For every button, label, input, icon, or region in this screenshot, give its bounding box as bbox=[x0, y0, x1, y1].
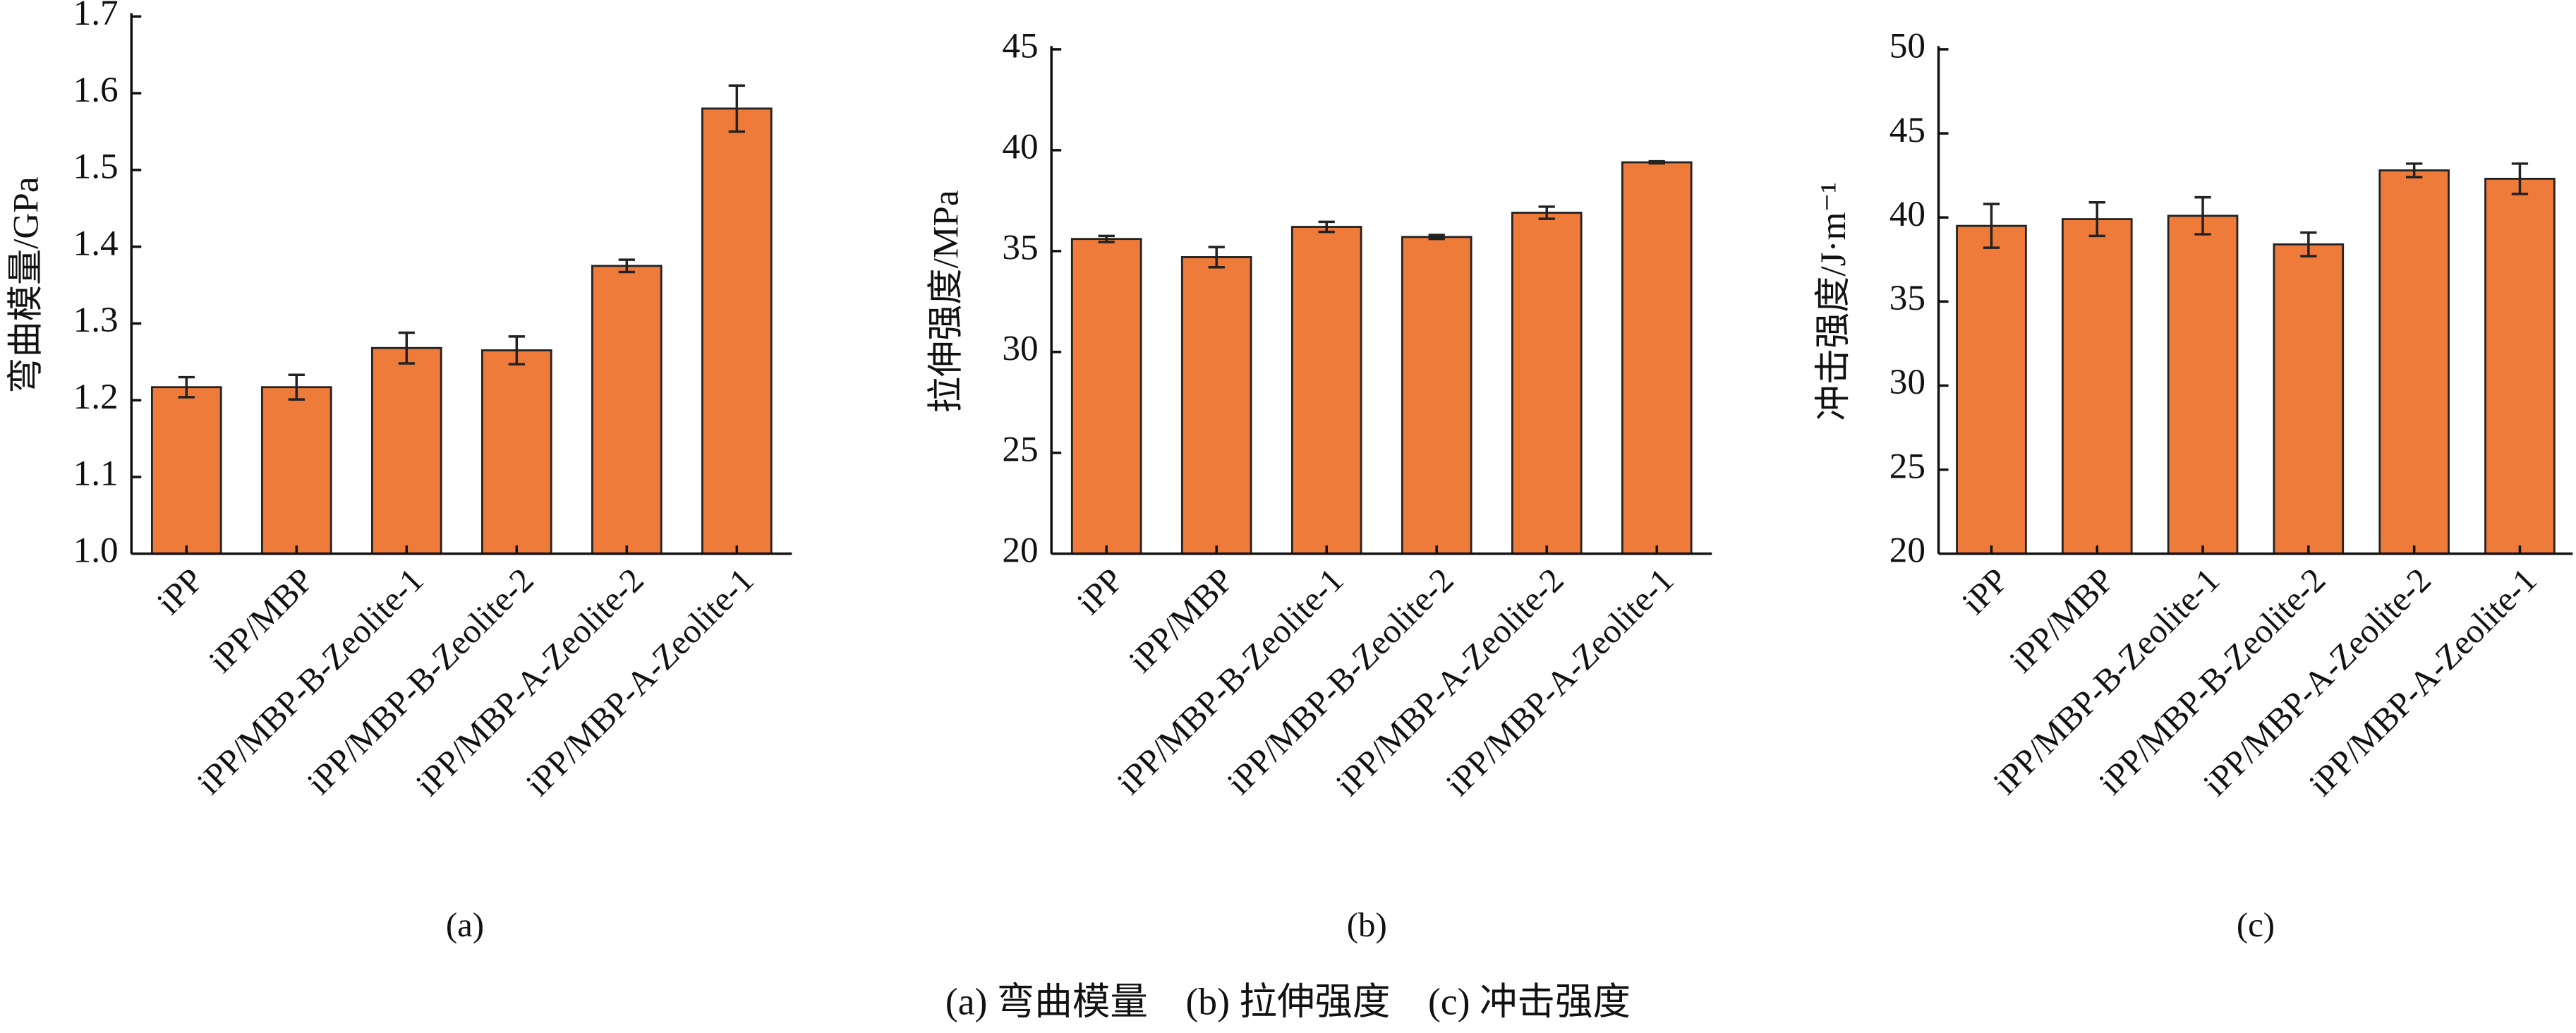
bar bbox=[260, 386, 332, 555]
bar bbox=[2167, 215, 2239, 555]
error-bar bbox=[1208, 246, 1225, 269]
bar bbox=[2484, 177, 2556, 555]
error-bar bbox=[508, 335, 525, 366]
bar bbox=[2061, 218, 2133, 555]
bar bbox=[2273, 243, 2345, 555]
y-tick-label: 45 bbox=[1002, 26, 1038, 66]
y-axis-label: 冲击强度/J·m⁻¹ bbox=[1813, 182, 1854, 421]
subplot-label: (a) bbox=[446, 905, 484, 944]
error-bar bbox=[288, 373, 305, 401]
bar bbox=[1621, 161, 1693, 555]
error-bar bbox=[2194, 195, 2211, 236]
bar bbox=[1180, 256, 1252, 555]
x-tick-label: iPP bbox=[150, 560, 211, 622]
subplot-label: (b) bbox=[1347, 905, 1387, 944]
y-tick-label: 50 bbox=[1889, 26, 1925, 66]
subplot: 20253035404550冲击强度/J·m⁻¹iPPiPP/MBPiPP/MB… bbox=[1813, 26, 2573, 944]
y-tick-label: 35 bbox=[1889, 278, 1925, 318]
y-tick-label: 40 bbox=[1002, 127, 1038, 167]
y-tick-label: 1.4 bbox=[73, 223, 119, 263]
y-tick-label: 1.0 bbox=[73, 530, 119, 570]
y-tick-label: 25 bbox=[1002, 430, 1038, 470]
error-bar bbox=[1538, 205, 1555, 220]
bar bbox=[370, 346, 442, 555]
subplot: 202530354045拉伸强度/MPaiPPiPP/MBPiPP/MBP-B-… bbox=[926, 26, 1712, 944]
error-bar bbox=[398, 331, 415, 365]
y-tick-label: 1.1 bbox=[73, 454, 119, 494]
subplot-label: (c) bbox=[2237, 905, 2275, 944]
y-tick-label: 35 bbox=[1002, 228, 1038, 268]
bar bbox=[1956, 224, 2027, 555]
error-bar bbox=[1098, 234, 1115, 243]
error-bar bbox=[1318, 220, 1335, 234]
y-tick-label: 20 bbox=[1889, 530, 1925, 570]
x-tick-label: iPP bbox=[1954, 560, 2016, 622]
error-bar bbox=[618, 258, 635, 274]
bar bbox=[1290, 226, 1362, 555]
error-bar bbox=[2088, 200, 2105, 238]
y-tick-label: 1.5 bbox=[73, 147, 119, 187]
y-axis-label: 弯曲模量/GPa bbox=[6, 176, 47, 394]
error-bar bbox=[178, 375, 195, 399]
bar bbox=[1401, 236, 1473, 555]
error-bar bbox=[728, 84, 745, 133]
y-tick-label: 1.2 bbox=[73, 377, 119, 417]
x-tick-label: iPP bbox=[1070, 560, 1131, 622]
caption: (a) 弯曲模量 (b) 拉伸强度 (c) 冲击强度 bbox=[945, 980, 1631, 1022]
error-bar bbox=[2406, 162, 2423, 179]
bar bbox=[481, 349, 552, 555]
error-bar bbox=[1983, 203, 2000, 249]
y-tick-label: 25 bbox=[1889, 446, 1925, 486]
y-tick-label: 1.6 bbox=[73, 70, 119, 110]
y-tick-label: 30 bbox=[1002, 329, 1038, 369]
y-tick-label: 1.7 bbox=[73, 0, 119, 33]
bar bbox=[701, 107, 773, 555]
error-bar bbox=[2300, 231, 2317, 258]
y-tick-label: 40 bbox=[1889, 194, 1925, 234]
bar bbox=[1511, 212, 1583, 555]
y-axis-label: 拉伸强度/MPa bbox=[926, 190, 967, 413]
bar bbox=[150, 386, 222, 555]
y-tick-label: 45 bbox=[1889, 110, 1925, 150]
y-tick-label: 20 bbox=[1002, 530, 1038, 570]
error-bar bbox=[1428, 234, 1445, 241]
y-tick-label: 1.3 bbox=[73, 300, 119, 340]
error-bar bbox=[2511, 162, 2529, 195]
bar bbox=[1070, 238, 1142, 555]
subplot: 1.01.11.21.31.41.51.61.7弯曲模量/GPaiPPiPP/M… bbox=[6, 0, 792, 944]
bar bbox=[2378, 169, 2450, 555]
error-bar bbox=[1648, 159, 1665, 165]
y-tick-label: 30 bbox=[1889, 362, 1925, 402]
bar bbox=[591, 265, 663, 555]
